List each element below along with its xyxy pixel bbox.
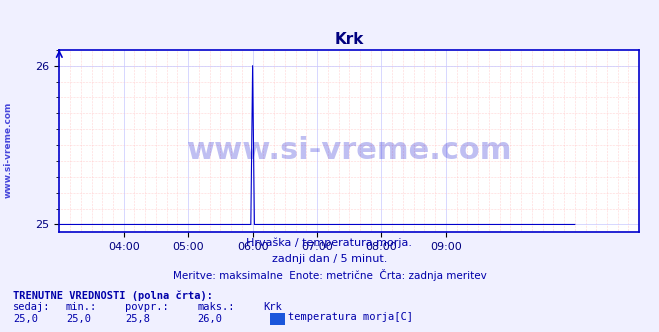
Text: sedaj:: sedaj: [13, 302, 51, 312]
Text: povpr.:: povpr.: [125, 302, 169, 312]
Text: 25,0: 25,0 [66, 314, 91, 324]
Text: temperatura morja[C]: temperatura morja[C] [288, 312, 413, 322]
Text: Krk: Krk [264, 302, 282, 312]
Text: www.si-vreme.com: www.si-vreme.com [186, 136, 512, 165]
Text: maks.:: maks.: [198, 302, 235, 312]
Text: TRENUTNE VREDNOSTI (polna črta):: TRENUTNE VREDNOSTI (polna črta): [13, 290, 213, 301]
Text: zadnji dan / 5 minut.: zadnji dan / 5 minut. [272, 254, 387, 264]
Text: 25,8: 25,8 [125, 314, 150, 324]
Text: 26,0: 26,0 [198, 314, 223, 324]
Text: www.si-vreme.com: www.si-vreme.com [3, 101, 13, 198]
Text: Hrvaška / temperatura morja.: Hrvaška / temperatura morja. [246, 237, 413, 248]
Text: Meritve: maksimalne  Enote: metrične  Črta: zadnja meritev: Meritve: maksimalne Enote: metrične Črta… [173, 269, 486, 281]
Text: min.:: min.: [66, 302, 97, 312]
Title: Krk: Krk [335, 32, 364, 47]
Text: 25,0: 25,0 [13, 314, 38, 324]
